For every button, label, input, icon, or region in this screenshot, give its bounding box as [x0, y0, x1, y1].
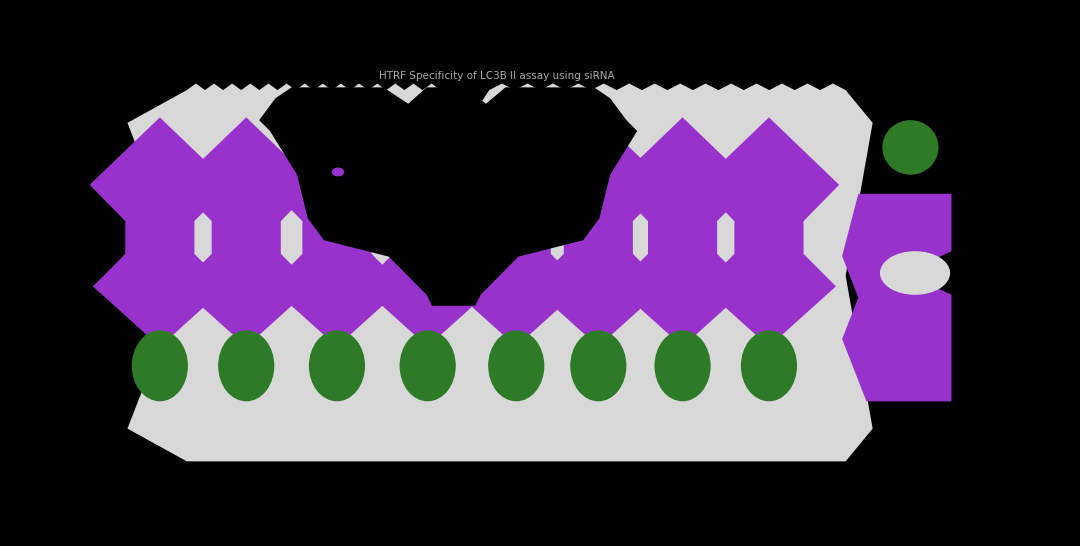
Polygon shape	[259, 87, 637, 306]
Ellipse shape	[880, 251, 950, 295]
Polygon shape	[176, 117, 316, 347]
Text: HTRF Specificity of LC3B II assay using siRNA: HTRF Specificity of LC3B II assay using …	[379, 72, 615, 81]
Ellipse shape	[132, 330, 188, 401]
Polygon shape	[612, 117, 753, 347]
Ellipse shape	[218, 330, 274, 401]
Ellipse shape	[488, 330, 544, 401]
Ellipse shape	[882, 120, 939, 175]
Polygon shape	[127, 84, 873, 461]
Polygon shape	[699, 117, 839, 347]
Ellipse shape	[741, 330, 797, 401]
Polygon shape	[528, 117, 669, 347]
Ellipse shape	[309, 330, 365, 401]
Ellipse shape	[400, 330, 456, 401]
Polygon shape	[90, 117, 230, 347]
Polygon shape	[446, 117, 586, 347]
Polygon shape	[267, 117, 407, 347]
Polygon shape	[842, 194, 951, 401]
Ellipse shape	[570, 330, 626, 401]
Polygon shape	[357, 117, 498, 347]
Ellipse shape	[654, 330, 711, 401]
Ellipse shape	[332, 167, 345, 177]
